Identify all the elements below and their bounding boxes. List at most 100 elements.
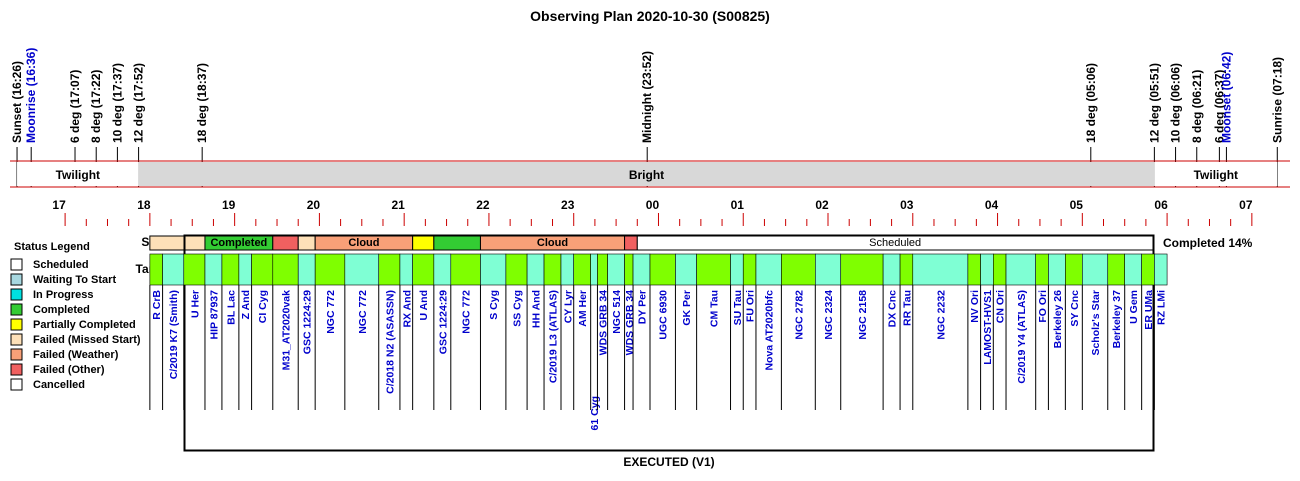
status-block-0 xyxy=(149,235,206,251)
sky-band-label-1: Bright xyxy=(629,168,664,182)
target-block-20 xyxy=(560,253,575,286)
target-block-5 xyxy=(238,253,252,286)
target-name-5: Z And xyxy=(240,290,252,319)
target-name-42: C/2019 Y4 (ATLAS) xyxy=(1016,290,1028,384)
target-name-48: U Gem xyxy=(1128,290,1140,324)
status-block-3 xyxy=(297,235,316,251)
status-block-6 xyxy=(433,235,481,251)
target-block-18 xyxy=(526,253,545,286)
target-name-22: 61 Cyg xyxy=(589,396,601,430)
target-block-36 xyxy=(882,253,901,286)
legend-label-1: Waiting To Start xyxy=(33,274,116,286)
target-block-1 xyxy=(162,253,185,286)
hour-label-12: 05 xyxy=(1070,198,1084,212)
target-block-49 xyxy=(1141,253,1155,286)
sky-band-label-2: Twilight xyxy=(1194,168,1238,182)
event-label-14: Sunrise (07:18) xyxy=(1270,57,1284,143)
targets-row: R CrB C/2019 K7 (Smith) U Her HIP 87937 BL L… xyxy=(149,234,1168,452)
completion-label: Completed 14% xyxy=(1163,236,1253,250)
target-name-0: R CrB xyxy=(151,290,163,320)
event-label-8: 18 deg (05:06) xyxy=(1084,63,1098,143)
target-name-29: CM Tau xyxy=(709,290,721,327)
target-name-27: UGC 6930 xyxy=(658,290,670,340)
target-name-32: Nova AT2020bfc xyxy=(764,290,776,371)
target-name-9: NGC 772 xyxy=(325,290,337,334)
hour-label-0: 17 xyxy=(52,198,66,212)
legend-label-2: In Progress xyxy=(33,289,94,301)
event-label-5: 12 deg (17:52) xyxy=(132,63,146,143)
chart-title: Observing Plan 2020-10-30 (S00825) xyxy=(530,8,770,24)
target-name-19: C/2019 L3 (ATLAS) xyxy=(548,290,560,383)
legend-swatch-6 xyxy=(10,348,23,361)
target-block-39 xyxy=(967,253,981,286)
target-block-11 xyxy=(378,253,401,286)
target-block-31 xyxy=(742,253,757,286)
target-name-47: Berkeley 37 xyxy=(1111,290,1123,349)
target-name-4: BL Lac xyxy=(225,290,237,325)
target-name-38: NGC 2232 xyxy=(935,290,947,340)
target-block-0 xyxy=(149,253,163,286)
target-block-34 xyxy=(814,253,842,286)
legend-swatch-1 xyxy=(10,273,23,286)
target-name-45: SY Cnc xyxy=(1069,290,1081,327)
target-name-41: CN Ori xyxy=(995,290,1007,323)
hour-label-1: 18 xyxy=(137,198,151,212)
event-label-0: Sunset (16:26) xyxy=(10,61,24,143)
status-block-2 xyxy=(272,235,299,251)
event-label-11: 8 deg (06:21) xyxy=(1190,70,1204,143)
event-label-3: 8 deg (17:22) xyxy=(89,70,103,143)
target-name-50: RZ LMi xyxy=(1156,290,1168,325)
target-name-16: S Cyg xyxy=(488,290,500,320)
target-block-14 xyxy=(433,253,452,286)
target-block-42 xyxy=(1005,253,1036,286)
target-block-33 xyxy=(781,253,816,286)
target-block-17 xyxy=(505,253,528,286)
target-name-44: Berkeley 26 xyxy=(1052,290,1064,349)
target-block-43 xyxy=(1035,253,1049,286)
target-block-19 xyxy=(543,253,562,286)
legend-label-5: Failed (Missed Start) xyxy=(33,334,141,346)
hour-label-6: 23 xyxy=(561,198,575,212)
hour-label-4: 21 xyxy=(391,198,405,212)
target-name-46: Scholz's Star xyxy=(1090,290,1102,356)
target-name-30: SU Tau xyxy=(732,290,744,325)
target-name-14: GSC 1224:29 xyxy=(437,290,449,354)
hour-label-3: 20 xyxy=(307,198,321,212)
sky-band-1 xyxy=(138,162,1155,186)
target-name-6: CI Cyg xyxy=(257,290,269,323)
target-name-24: NGC 514 xyxy=(611,290,623,334)
target-name-33: NGC 2782 xyxy=(793,290,805,340)
sky-band-label-0: Twilight xyxy=(56,168,100,182)
target-block-38 xyxy=(912,253,969,286)
hour-label-9: 02 xyxy=(815,198,829,212)
target-block-45 xyxy=(1065,253,1083,286)
status-block-8 xyxy=(624,235,638,251)
target-block-3 xyxy=(204,253,223,286)
target-block-35 xyxy=(840,253,884,286)
target-name-11: C/2018 N2 (ASASSN) xyxy=(384,290,396,394)
event-label-1: Moonrise (16:36) xyxy=(24,48,38,143)
target-block-9 xyxy=(314,253,346,286)
target-name-21: AM Her xyxy=(577,290,589,327)
target-name-26: DY Per xyxy=(637,290,649,324)
target-block-2 xyxy=(183,253,206,286)
target-block-23 xyxy=(597,253,608,286)
target-name-12: RX And xyxy=(401,290,413,328)
hour-label-8: 01 xyxy=(731,198,745,212)
legend-title: Status Legend xyxy=(14,241,90,253)
target-name-7: M31_AT2020vak xyxy=(280,290,292,371)
target-block-41 xyxy=(993,253,1007,286)
target-name-13: U And xyxy=(418,290,430,321)
legend-label-0: Scheduled xyxy=(33,259,89,271)
target-block-32 xyxy=(755,253,782,286)
target-name-40: LAMOST-HVS1 xyxy=(982,290,994,365)
target-name-23: WDS GRB 34 xyxy=(598,290,610,356)
legend-swatch-0 xyxy=(10,258,23,271)
hour-label-11: 04 xyxy=(985,198,999,212)
hour-axis: 17 18 19 20 21 22 23 00 01 02 03 04 05 06 07 xyxy=(52,198,1253,226)
target-block-48 xyxy=(1124,253,1142,286)
event-label-9: 12 deg (05:51) xyxy=(1147,63,1161,143)
target-name-2: U Her xyxy=(189,290,201,318)
target-block-46 xyxy=(1082,253,1109,286)
